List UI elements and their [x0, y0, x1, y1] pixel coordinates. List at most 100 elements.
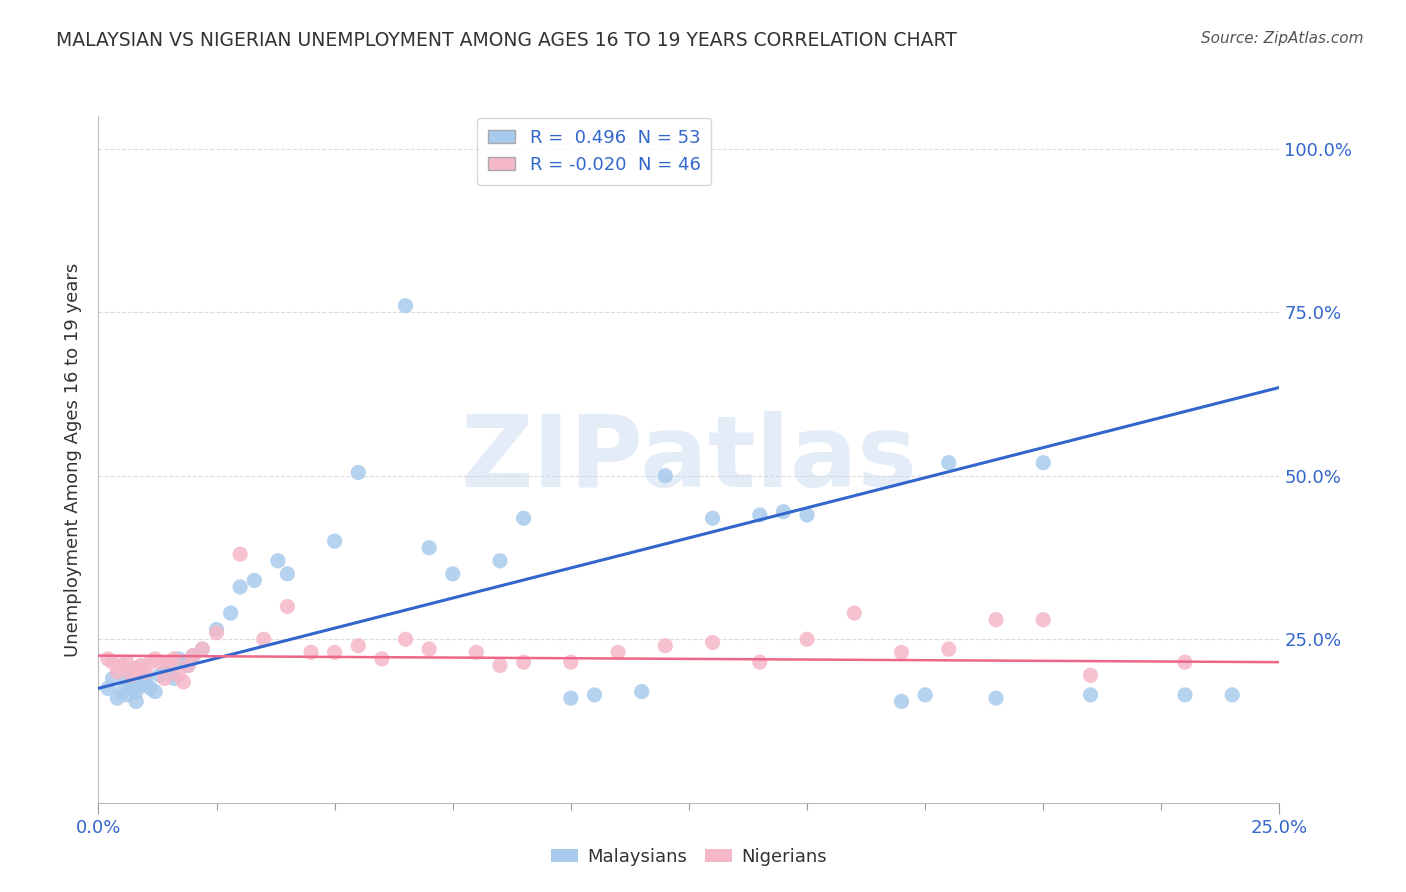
Point — [243, 574, 266, 588]
Point — [1080, 688, 1102, 702]
Point — [153, 672, 176, 686]
Point — [149, 668, 172, 682]
Point — [512, 511, 534, 525]
Point — [1174, 688, 1197, 702]
Point — [205, 625, 228, 640]
Point — [890, 694, 912, 708]
Point — [914, 688, 936, 702]
Point — [1032, 456, 1054, 470]
Point — [938, 456, 960, 470]
Point — [129, 678, 152, 692]
Point — [702, 635, 724, 649]
Point — [772, 505, 794, 519]
Point — [276, 599, 298, 614]
Point — [1220, 688, 1243, 702]
Point — [441, 566, 464, 581]
Point — [125, 684, 148, 698]
Point — [111, 684, 134, 698]
Point — [205, 623, 228, 637]
Point — [607, 645, 630, 659]
Point — [139, 655, 162, 669]
Text: Source: ZipAtlas.com: Source: ZipAtlas.com — [1201, 31, 1364, 46]
Point — [97, 681, 120, 696]
Point — [157, 658, 180, 673]
Point — [129, 658, 152, 673]
Point — [135, 674, 157, 689]
Point — [177, 658, 200, 673]
Point — [101, 655, 124, 669]
Point — [844, 606, 866, 620]
Point — [654, 468, 676, 483]
Point — [560, 691, 582, 706]
Point — [418, 642, 440, 657]
Point — [111, 658, 134, 673]
Point — [796, 508, 818, 522]
Point — [163, 672, 186, 686]
Point — [630, 684, 652, 698]
Point — [143, 652, 166, 666]
Point — [1080, 668, 1102, 682]
Point — [172, 674, 194, 689]
Point — [748, 655, 770, 669]
Point — [101, 672, 124, 686]
Point — [97, 652, 120, 666]
Point — [938, 642, 960, 657]
Point — [1032, 613, 1054, 627]
Point — [347, 639, 370, 653]
Point — [229, 580, 252, 594]
Text: ZIPatlas: ZIPatlas — [461, 411, 917, 508]
Point — [143, 684, 166, 698]
Point — [796, 632, 818, 647]
Point — [157, 655, 180, 669]
Point — [267, 554, 290, 568]
Point — [276, 566, 298, 581]
Point — [219, 606, 242, 620]
Point — [984, 691, 1007, 706]
Point — [984, 613, 1007, 627]
Point — [149, 655, 172, 669]
Point — [323, 645, 346, 659]
Point — [167, 652, 190, 666]
Point — [172, 655, 194, 669]
Point — [191, 642, 214, 657]
Point — [394, 299, 416, 313]
Point — [181, 648, 204, 663]
Point — [135, 665, 157, 679]
Point — [583, 688, 606, 702]
Point — [748, 508, 770, 522]
Point — [177, 658, 200, 673]
Point — [121, 668, 143, 682]
Point — [163, 652, 186, 666]
Point — [560, 655, 582, 669]
Point — [139, 681, 162, 696]
Point — [702, 511, 724, 525]
Point — [105, 691, 128, 706]
Point — [347, 466, 370, 480]
Point — [167, 668, 190, 682]
Text: MALAYSIAN VS NIGERIAN UNEMPLOYMENT AMONG AGES 16 TO 19 YEARS CORRELATION CHART: MALAYSIAN VS NIGERIAN UNEMPLOYMENT AMONG… — [56, 31, 957, 50]
Point — [153, 665, 176, 679]
Point — [125, 694, 148, 708]
Point — [253, 632, 276, 647]
Point — [1174, 655, 1197, 669]
Point — [105, 665, 128, 679]
Point — [115, 655, 138, 669]
Point — [115, 688, 138, 702]
Point — [229, 547, 252, 561]
Point — [121, 678, 143, 692]
Point — [299, 645, 322, 659]
Point — [323, 534, 346, 549]
Point — [654, 639, 676, 653]
Point — [191, 642, 214, 657]
Point — [489, 554, 512, 568]
Point — [121, 681, 143, 696]
Point — [890, 645, 912, 659]
Point — [465, 645, 488, 659]
Point — [125, 662, 148, 676]
Point — [371, 652, 394, 666]
Y-axis label: Unemployment Among Ages 16 to 19 years: Unemployment Among Ages 16 to 19 years — [65, 262, 83, 657]
Point — [394, 632, 416, 647]
Point — [512, 655, 534, 669]
Point — [418, 541, 440, 555]
Legend: Malaysians, Nigerians: Malaysians, Nigerians — [544, 840, 834, 872]
